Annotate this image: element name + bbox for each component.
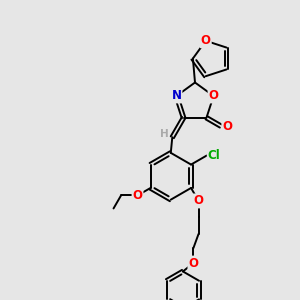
Text: O: O (222, 119, 233, 133)
Text: O: O (133, 189, 142, 202)
Text: O: O (188, 256, 198, 269)
Text: Cl: Cl (208, 149, 220, 162)
Text: O: O (208, 89, 218, 103)
Text: O: O (201, 34, 211, 47)
Text: O: O (194, 194, 204, 208)
Text: H: H (160, 129, 168, 139)
Text: N: N (172, 89, 182, 103)
